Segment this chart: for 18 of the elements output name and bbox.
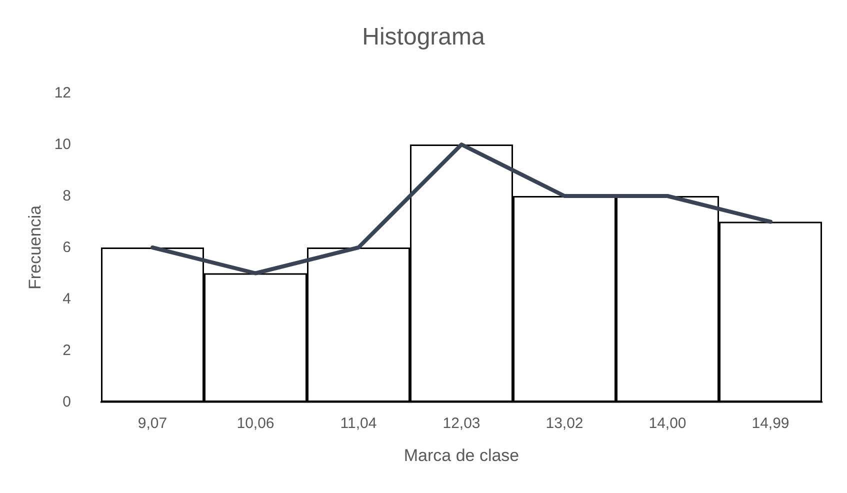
y-axis-title: Frecuencia (25, 204, 44, 290)
y-tick-label: 4 (62, 290, 71, 308)
x-tick-label: 11,04 (340, 415, 377, 432)
x-tick-label: 13,02 (546, 415, 584, 432)
chart-title: Histograma (362, 24, 486, 50)
x-tick-label: 14,99 (752, 415, 790, 432)
y-tick-label: 2 (62, 342, 71, 359)
y-tick-label: 10 (54, 136, 71, 153)
y-tick-label: 6 (62, 239, 71, 256)
x-axis-title: Marca de clase (404, 446, 520, 465)
x-tick-label: 9,07 (138, 415, 168, 432)
y-tick-label: 8 (62, 188, 71, 204)
line-series (150, 142, 772, 276)
y-tick-label: 0 (62, 394, 71, 410)
y-tick-label: 12 (54, 84, 71, 102)
x-tick-label: 14,00 (648, 415, 686, 432)
x-tick-label: 10,06 (236, 415, 274, 432)
x-tick-label: 12,03 (442, 415, 480, 432)
